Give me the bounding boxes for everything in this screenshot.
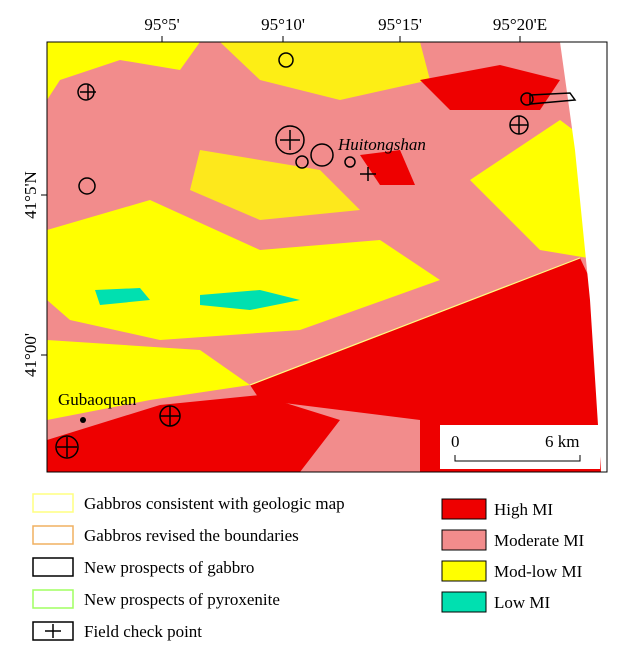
legend-label: High MI [494,500,553,519]
top-label: 95°5' [144,15,179,34]
scale-label: 6 km [545,432,579,451]
legend-swatch [33,526,73,544]
legend-swatch [442,530,486,550]
legend-swatch [442,499,486,519]
left-label: 41°00' [21,333,40,377]
legend-label: Gabbros revised the boundaries [84,526,299,545]
legend-label: Mod-low MI [494,562,583,581]
legend-swatch [33,590,73,608]
top-label: 95°15' [378,15,422,34]
top-labels: 95°5' 95°10' 95°15' 95°20'E [144,15,547,42]
place-label: Huitongshan [337,135,426,154]
place-label: Gubaoquan [58,390,137,409]
legend-swatch [442,592,486,612]
legend-label: Moderate MI [494,531,585,550]
top-label: 95°20'E [493,15,547,34]
legend-label: New prospects of pyroxenite [84,590,280,609]
legend-swatch [33,494,73,512]
legend-label: New prospects of gabbro [84,558,254,577]
legend-swatch [442,561,486,581]
left-labels: 41°5'N 41°00' [21,171,47,377]
legend-label: Field check point [84,622,202,641]
legend-label: Gabbros consistent with geologic map [84,494,345,513]
legend: Gabbros consistent with geologic map Gabb… [33,494,585,641]
legend-label: Low MI [494,593,551,612]
figure: 95°5' 95°10' 95°15' 95°20'E 41°5'N 41°00' Hu… [0,0,617,643]
scale-label: 0 [451,432,460,451]
top-label: 95°10' [261,15,305,34]
legend-swatch [33,558,73,576]
left-label: 41°5'N [21,171,40,219]
